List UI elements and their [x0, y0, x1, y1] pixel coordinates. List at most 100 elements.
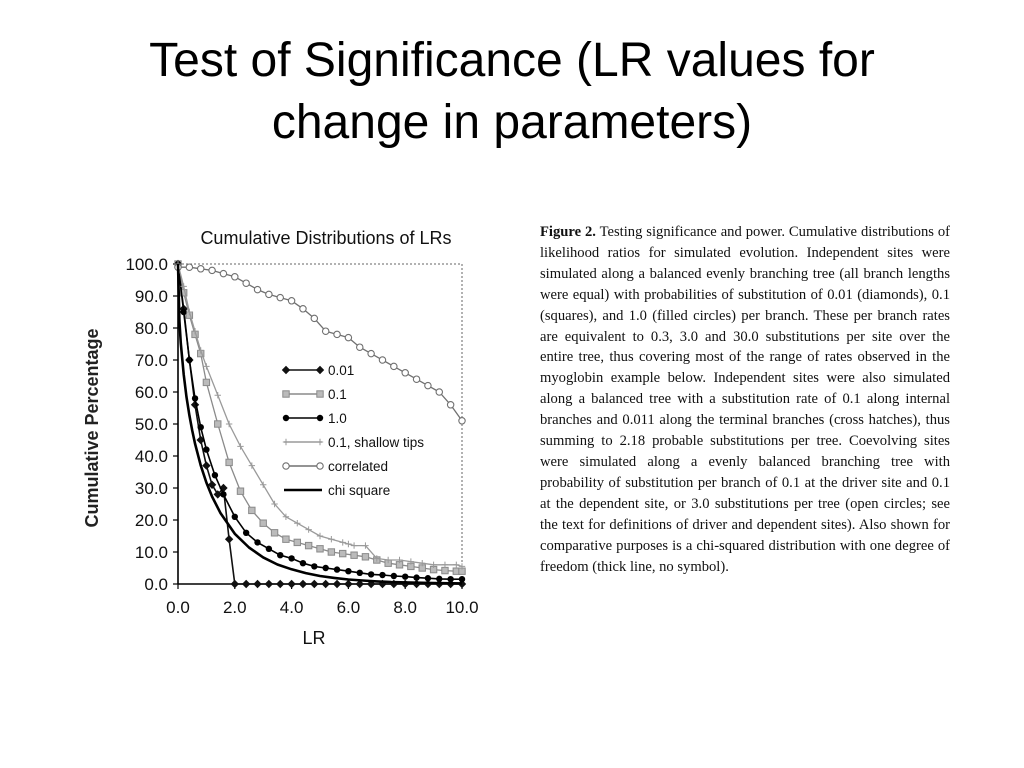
- data-point-4: [390, 362, 398, 371]
- data-point-1: [202, 378, 211, 387]
- x-tick-label: 6.0: [337, 598, 361, 617]
- data-point-3: [362, 542, 369, 549]
- data-point-4: [344, 333, 353, 342]
- x-tick-label: 10.0: [445, 598, 478, 617]
- x-tick-label: 2.0: [223, 598, 247, 617]
- data-point-2: [402, 573, 409, 580]
- data-point-4: [333, 330, 341, 339]
- data-point-0: [332, 579, 342, 589]
- data-point-1: [270, 529, 279, 537]
- data-point-3: [225, 420, 233, 428]
- data-point-0: [264, 579, 274, 589]
- data-point-3: [191, 328, 199, 335]
- data-point-3: [373, 555, 380, 562]
- data-point-1: [316, 545, 324, 553]
- data-point-3: [430, 561, 437, 568]
- slide-title: Test of Significance (LR values for chan…: [40, 30, 984, 154]
- data-point-0: [321, 579, 330, 589]
- data-point-1: [259, 519, 267, 527]
- series-line-5: [176, 263, 463, 585]
- data-point-2: [424, 575, 432, 582]
- y-tick-label: 50.0: [135, 415, 168, 434]
- data-point-0: [213, 490, 222, 499]
- data-point-4: [231, 273, 239, 281]
- y-tick-label: 30.0: [135, 479, 168, 498]
- data-point-2: [447, 576, 454, 583]
- data-point-3: [384, 556, 392, 564]
- data-point-2: [322, 564, 329, 572]
- y-tick-label: 10.0: [135, 543, 168, 562]
- data-point-2: [265, 545, 273, 552]
- data-point-1: [339, 549, 347, 558]
- data-point-0: [276, 579, 285, 589]
- data-point-0: [202, 461, 211, 470]
- data-point-0: [219, 483, 228, 493]
- data-point-3: [339, 539, 346, 546]
- legend-marker-4: [316, 462, 324, 470]
- data-point-2: [242, 529, 250, 536]
- data-point-3: [350, 542, 358, 549]
- data-point-4: [299, 305, 307, 313]
- legend-marker-2: [316, 414, 324, 422]
- slide-title-line-1: Test of Significance (LR values for: [149, 34, 875, 87]
- y-tick-label: 60.0: [135, 383, 168, 402]
- x-tick-label: 0.0: [166, 598, 190, 617]
- legend-label-3: 0.1, shallow tips: [328, 435, 424, 450]
- data-point-3: [237, 443, 244, 450]
- data-point-3: [419, 560, 426, 567]
- data-point-1: [236, 487, 245, 495]
- data-point-4: [367, 349, 375, 358]
- data-point-2: [390, 572, 398, 580]
- data-point-3: [453, 561, 460, 568]
- data-point-2: [191, 395, 199, 402]
- data-point-1: [179, 289, 188, 297]
- legend-marker-0: [315, 365, 325, 375]
- legend-marker-0: [281, 365, 291, 375]
- data-point-1: [361, 553, 370, 561]
- data-point-4: [378, 356, 387, 364]
- data-point-0: [224, 535, 234, 544]
- legend-label-1: 0.1: [328, 387, 347, 402]
- data-point-3: [305, 526, 312, 533]
- data-point-3: [214, 392, 221, 399]
- data-point-1: [282, 535, 290, 543]
- legend-label-0: 0.01: [328, 363, 354, 378]
- data-point-3: [203, 363, 210, 370]
- data-point-0: [241, 579, 251, 589]
- data-point-0: [287, 579, 296, 589]
- data-point-1: [214, 420, 222, 428]
- data-point-2: [299, 560, 307, 567]
- data-point-2: [197, 424, 204, 431]
- data-point-2: [211, 472, 219, 479]
- legend-label-4: correlated: [328, 459, 388, 474]
- slide-title-line-2: change in parameters): [271, 96, 753, 149]
- data-point-1: [225, 458, 233, 467]
- data-point-2: [458, 576, 466, 583]
- data-point-4: [356, 343, 364, 351]
- data-point-2: [220, 491, 227, 498]
- data-point-3: [316, 532, 324, 540]
- data-point-0: [355, 579, 364, 589]
- data-point-2: [180, 308, 187, 316]
- data-point-3: [186, 308, 193, 316]
- data-point-3: [260, 481, 267, 488]
- data-point-0: [344, 579, 353, 589]
- figure-caption: Figure 2. Testing significance and power…: [540, 222, 950, 577]
- y-tick-label: 90.0: [135, 287, 168, 306]
- data-point-1: [293, 538, 301, 547]
- data-point-3: [396, 556, 403, 564]
- data-point-1: [248, 506, 256, 515]
- data-point-2: [413, 574, 420, 581]
- data-point-2: [345, 568, 352, 575]
- y-tick-label: 100.0: [125, 255, 168, 274]
- data-point-4: [435, 388, 444, 396]
- legend-marker-3: [282, 438, 290, 446]
- data-point-4: [446, 401, 455, 409]
- data-point-0: [230, 579, 239, 589]
- legend-label-5: chi square: [328, 483, 390, 498]
- data-point-4: [287, 297, 296, 305]
- data-point-2: [254, 539, 261, 546]
- data-point-3: [345, 540, 352, 548]
- y-tick-label: 0.0: [144, 575, 168, 594]
- data-point-4: [276, 293, 284, 302]
